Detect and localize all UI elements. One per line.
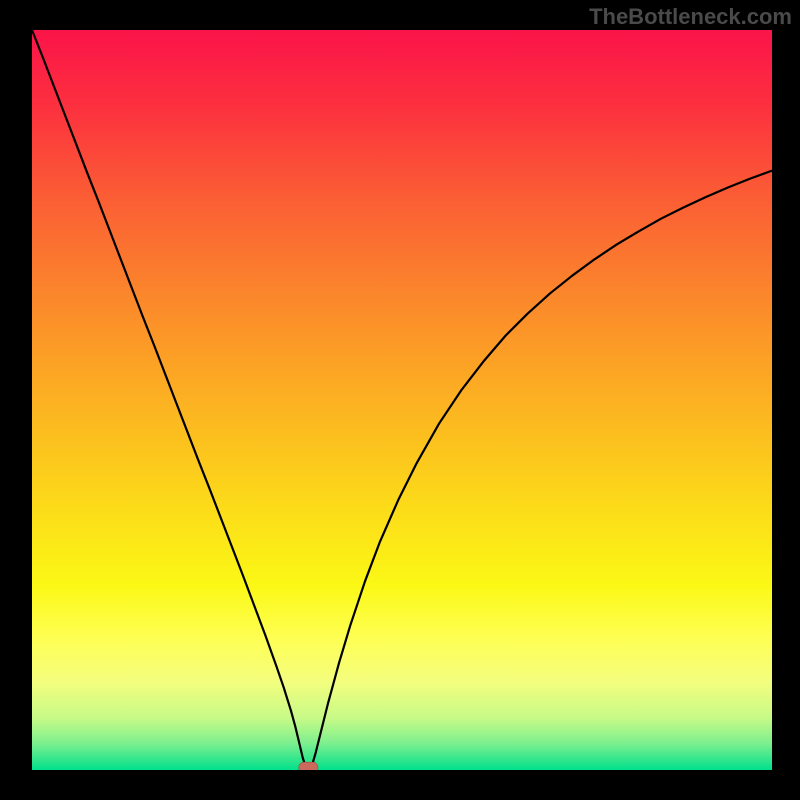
watermark-text: TheBottleneck.com xyxy=(589,4,792,30)
chart-frame: TheBottleneck.com xyxy=(0,0,800,800)
gradient-background xyxy=(32,30,772,770)
plot-svg xyxy=(32,30,772,770)
optimal-point-marker xyxy=(299,762,318,770)
plot-area xyxy=(32,30,772,770)
